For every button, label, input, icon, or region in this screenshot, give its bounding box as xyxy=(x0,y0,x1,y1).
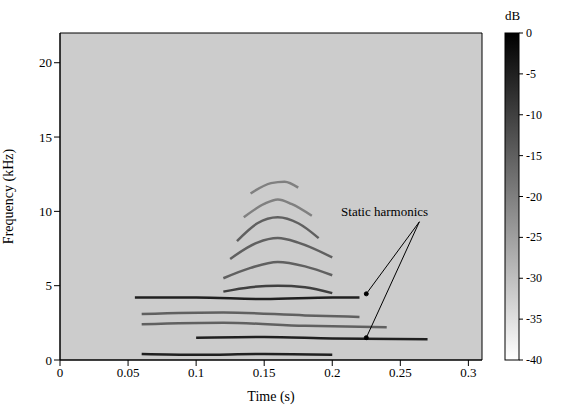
svg-text:-25: -25 xyxy=(526,230,542,244)
svg-text:-10: -10 xyxy=(526,108,542,122)
svg-text:0.25: 0.25 xyxy=(389,365,412,380)
svg-text:0.1: 0.1 xyxy=(188,365,204,380)
svg-text:15: 15 xyxy=(39,130,52,145)
svg-text:Time (s): Time (s) xyxy=(247,389,295,405)
svg-text:-20: -20 xyxy=(526,190,542,204)
svg-text:0: 0 xyxy=(57,365,64,380)
svg-text:-30: -30 xyxy=(526,271,542,285)
svg-text:-5: -5 xyxy=(526,67,536,81)
svg-text:-35: -35 xyxy=(526,312,542,326)
svg-text:10: 10 xyxy=(39,204,52,219)
svg-text:0.3: 0.3 xyxy=(460,365,476,380)
svg-text:0.2: 0.2 xyxy=(324,365,340,380)
svg-text:-15: -15 xyxy=(526,149,542,163)
svg-text:20: 20 xyxy=(39,55,52,70)
svg-text:Static harmonics: Static harmonics xyxy=(341,204,428,219)
svg-text:0: 0 xyxy=(526,26,532,40)
svg-text:5: 5 xyxy=(46,278,53,293)
svg-text:-40: -40 xyxy=(526,353,542,367)
svg-text:dB: dB xyxy=(505,8,521,23)
svg-text:0.05: 0.05 xyxy=(117,365,140,380)
svg-text:0.15: 0.15 xyxy=(253,365,276,380)
svg-text:0: 0 xyxy=(46,353,53,368)
svg-text:Frequency (kHz): Frequency (kHz) xyxy=(1,149,17,245)
